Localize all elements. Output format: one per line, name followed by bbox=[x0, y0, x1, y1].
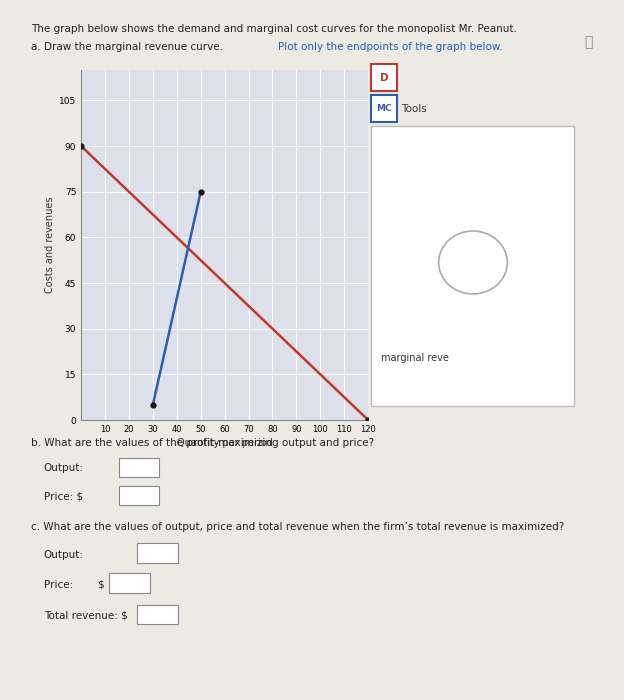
Text: c. What are the values of output, price and total revenue when the firm’s total : c. What are the values of output, price … bbox=[31, 522, 565, 531]
Text: Total revenue: $: Total revenue: $ bbox=[44, 610, 127, 620]
Text: D: D bbox=[380, 73, 389, 83]
Text: Tools: Tools bbox=[401, 104, 427, 113]
Text: Output:: Output: bbox=[44, 463, 84, 473]
Text: b. What are the values of the profit-maximizing output and price?: b. What are the values of the profit-max… bbox=[31, 438, 374, 447]
Text: a. Draw the marginal revenue curve.: a. Draw the marginal revenue curve. bbox=[31, 42, 227, 52]
Text: The graph below shows the demand and marginal cost curves for the monopolist Mr.: The graph below shows the demand and mar… bbox=[31, 25, 517, 34]
X-axis label: Quantity per period: Quantity per period bbox=[177, 438, 273, 448]
Text: marginal reve: marginal reve bbox=[381, 354, 449, 363]
Text: MC: MC bbox=[376, 104, 392, 113]
Text: $: $ bbox=[97, 580, 104, 589]
Text: ⓘ: ⓘ bbox=[585, 35, 593, 49]
Text: Price: $: Price: $ bbox=[44, 491, 83, 501]
Text: Output:: Output: bbox=[44, 550, 84, 559]
Text: Price:: Price: bbox=[44, 580, 73, 589]
Y-axis label: Costs and revenues: Costs and revenues bbox=[45, 197, 55, 293]
Text: Plot only the endpoints of the graph below.: Plot only the endpoints of the graph bel… bbox=[278, 42, 502, 52]
